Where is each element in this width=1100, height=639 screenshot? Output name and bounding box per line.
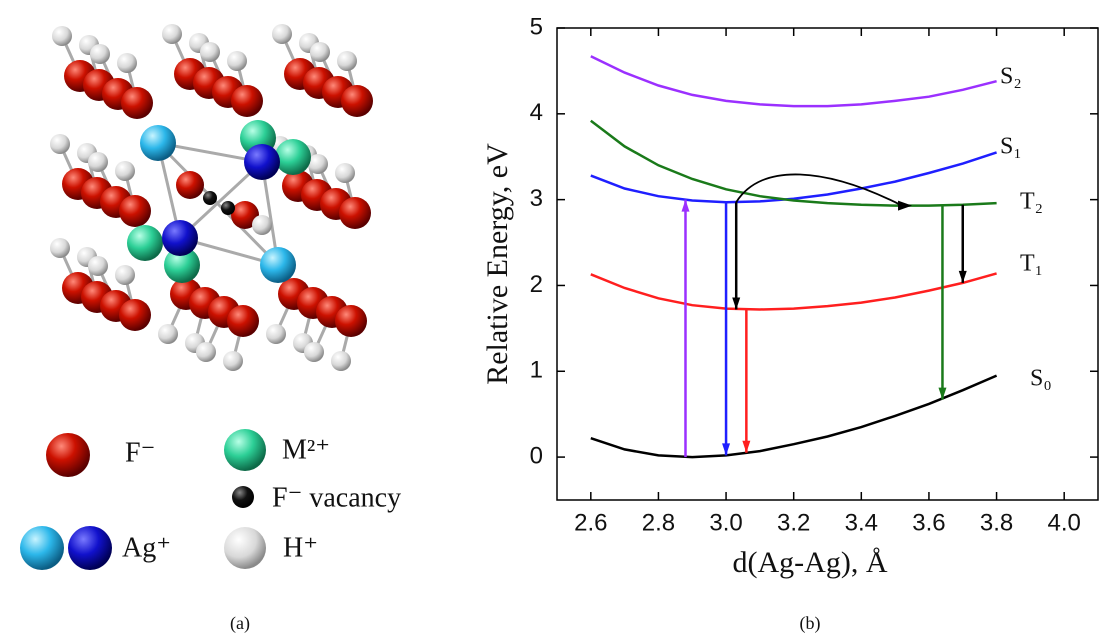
arrow-head xyxy=(732,297,741,310)
y-tick-label: 2 xyxy=(530,271,543,298)
legend-label: H⁺ xyxy=(283,532,318,563)
legend-swatch xyxy=(224,527,266,569)
legend-swatch xyxy=(68,526,112,570)
series-label: S₁ xyxy=(1000,134,1022,160)
atom xyxy=(231,85,263,117)
x-tick-label: 3.6 xyxy=(912,509,945,536)
y-tick-label: 3 xyxy=(530,185,543,212)
atom xyxy=(90,44,110,64)
crossing-arrow xyxy=(735,173,903,207)
series-label: S₂ xyxy=(1000,64,1022,90)
chart: 2.6 2.8 3.0 3.2 3.4 3.6 3.8 4.0 0 1 2 3 4 5 d(Ag-Ag), … xyxy=(481,13,1099,579)
atom xyxy=(337,51,357,71)
x-tick-label: 3.4 xyxy=(845,509,878,536)
atom xyxy=(331,351,351,371)
atom xyxy=(231,201,259,229)
legend-swatch xyxy=(232,486,254,508)
atom xyxy=(227,51,247,71)
caption: (a) xyxy=(230,613,250,634)
legend-swatch xyxy=(46,433,90,477)
y-tick-label: 0 xyxy=(530,442,543,469)
x-tick-label: 3.8 xyxy=(980,509,1013,536)
atom xyxy=(227,305,259,337)
atom xyxy=(223,351,243,371)
atom xyxy=(221,201,235,215)
x-tick-label: 4.0 xyxy=(1048,509,1081,536)
atom xyxy=(308,154,328,174)
atom xyxy=(88,152,108,172)
atom xyxy=(127,225,163,261)
legend-label: F⁻ vacancy xyxy=(272,482,401,513)
atom xyxy=(117,53,137,73)
arrow-head xyxy=(938,387,947,400)
atom xyxy=(162,220,198,256)
arrow-head xyxy=(742,440,751,453)
atom xyxy=(335,163,355,183)
bond xyxy=(178,160,264,240)
x-tick-label: 2.8 xyxy=(642,509,675,536)
y-tick-label: 5 xyxy=(530,13,543,40)
y-axis-label: Relative Energy, eV xyxy=(481,143,514,385)
x-tick-label: 2.6 xyxy=(574,509,607,536)
atom xyxy=(252,215,272,235)
atom xyxy=(119,195,151,227)
atom xyxy=(115,161,135,181)
y-tick-label: 1 xyxy=(530,357,543,384)
arrow-head xyxy=(958,270,967,283)
atom xyxy=(140,125,176,161)
atom xyxy=(335,305,367,337)
atom xyxy=(272,24,292,44)
legend-swatch xyxy=(20,526,64,570)
series-line xyxy=(590,119,997,207)
atom xyxy=(339,197,371,229)
atom xyxy=(176,171,204,199)
atom xyxy=(164,247,200,283)
arrow-head xyxy=(898,200,913,211)
series-label: T₂ xyxy=(1020,189,1043,215)
atom xyxy=(158,324,178,344)
crystal-structure xyxy=(50,24,373,371)
legend: F⁻ M²⁺ F⁻ vacancy Ag⁺ H⁺ xyxy=(20,429,401,570)
atom xyxy=(244,144,280,180)
atom xyxy=(50,134,70,154)
atom xyxy=(304,342,324,362)
atom xyxy=(200,42,220,62)
atom xyxy=(162,24,182,44)
series-line xyxy=(590,55,997,108)
atom xyxy=(115,265,135,285)
caption: (b) xyxy=(800,613,821,634)
atom xyxy=(196,342,216,362)
x-axis-label: d(Ag-Ag), Å xyxy=(733,546,888,579)
atom xyxy=(121,87,153,119)
arrow-head xyxy=(681,199,690,212)
series-line xyxy=(590,272,997,311)
atom xyxy=(310,42,330,62)
atom xyxy=(52,26,72,46)
atom xyxy=(50,238,70,258)
series-label: S₀ xyxy=(1030,366,1052,392)
series-label: T₁ xyxy=(1020,251,1043,277)
x-tick-label: 3.0 xyxy=(709,509,742,536)
series-line xyxy=(590,151,997,204)
atom xyxy=(88,256,108,276)
legend-swatch xyxy=(224,429,266,471)
atom xyxy=(119,299,151,331)
legend-label: M²⁺ xyxy=(282,434,330,465)
plot-frame xyxy=(556,27,1099,501)
atom xyxy=(266,324,286,344)
arrow-head xyxy=(722,443,731,456)
atom xyxy=(203,191,217,205)
legend-label: Ag⁺ xyxy=(122,532,171,563)
series-line xyxy=(590,374,998,459)
atom xyxy=(275,139,311,175)
atom xyxy=(260,247,296,283)
x-tick-label: 3.2 xyxy=(777,509,810,536)
y-tick-label: 4 xyxy=(530,99,543,126)
legend-label: F⁻ xyxy=(125,437,155,468)
atom xyxy=(341,85,373,117)
